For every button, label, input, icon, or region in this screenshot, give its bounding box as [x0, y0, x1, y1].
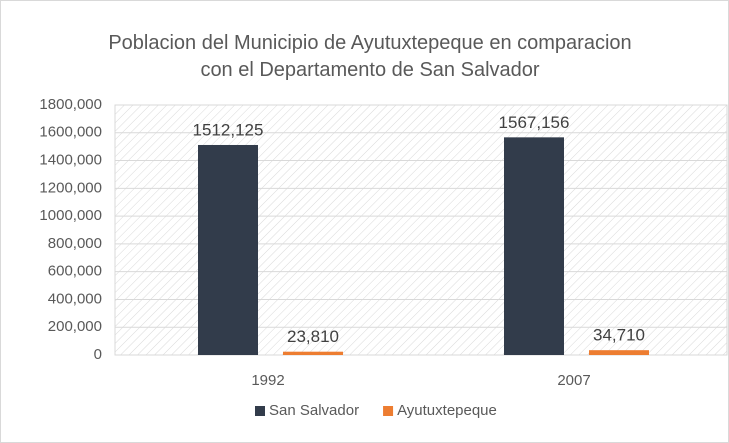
legend-label: Ayutuxtepeque	[397, 402, 497, 419]
bar	[198, 144, 258, 355]
value-label: 1512,125	[193, 120, 264, 139]
y-tick-label: 400,000	[48, 290, 102, 307]
y-tick-label: 0	[94, 346, 102, 363]
y-tick-label: 1800,000	[39, 96, 102, 113]
bar	[589, 350, 649, 355]
bar	[504, 137, 564, 355]
value-label: 23,810	[287, 327, 339, 346]
y-tick-label: 1400,000	[39, 152, 102, 169]
y-tick-label: 200,000	[48, 318, 102, 335]
y-tick-label: 1200,000	[39, 179, 102, 196]
y-tick-label: 1600,000	[39, 124, 102, 141]
legend-label: San Salvador	[269, 402, 359, 419]
y-tick-label: 800,000	[48, 235, 102, 252]
legend-swatch	[255, 406, 265, 416]
x-tick-label: 2007	[557, 372, 590, 389]
bar	[283, 351, 343, 355]
value-label: 1567,156	[499, 113, 570, 132]
legend-swatch	[383, 406, 394, 416]
y-tick-label: 1000,000	[39, 207, 102, 224]
chart-title: Poblacion del Municipio de Ayutuxtepeque…	[108, 32, 632, 81]
y-tick-label: 600,000	[48, 263, 102, 280]
value-label: 34,710	[593, 326, 645, 345]
x-tick-label: 1992	[251, 372, 284, 389]
